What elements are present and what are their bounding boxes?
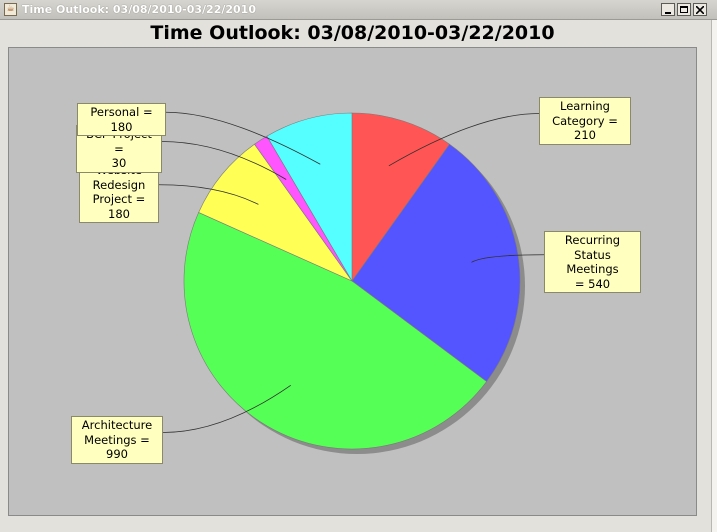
slice-label-personal: Personal = 180 — [77, 103, 166, 136]
slice-label-line: Status Meetings — [566, 247, 619, 277]
slice-label-line: Personal = 180 — [90, 105, 153, 134]
slice-label-learning-category: Learning Category = 210 — [539, 97, 631, 145]
minimize-button[interactable] — [661, 3, 675, 16]
close-icon — [696, 6, 704, 14]
slice-label-line: Architecture — [81, 418, 153, 432]
pie-slice-personal[interactable] — [266, 112, 353, 283]
chart-title: Time Outlook: 03/08/2010-03/22/2010 — [150, 22, 555, 44]
slice-label-line: Learning — [560, 99, 610, 113]
slice-label-line: Meetings = 990 — [84, 432, 150, 462]
leader-line-learning-category — [388, 113, 540, 167]
java-cup-icon: ☕ — [4, 3, 17, 16]
pie-slice-learning-category[interactable] — [351, 112, 450, 282]
window-right-edge — [711, 20, 717, 532]
slice-label-line: Category = 210 — [552, 113, 618, 143]
slice-label-line: Recurring — [564, 233, 621, 247]
slice-label-architecture-meetings: Architecture Meetings = 990 — [71, 416, 163, 464]
leader-line-personal — [165, 111, 321, 165]
leader-line-architecture-meetings — [162, 384, 291, 433]
leader-line-bcp-project — [161, 141, 287, 180]
slice-label-line: 30 — [111, 156, 127, 170]
pie-slice-architecture-meetings[interactable] — [183, 212, 488, 450]
window-titlebar[interactable]: ☕ Time Outlook: 03/08/2010-03/22/2010 — [0, 0, 717, 20]
close-button[interactable] — [693, 3, 707, 16]
leader-line-recurring-status-meetings — [471, 254, 545, 263]
maximize-button[interactable] — [677, 3, 691, 16]
slice-label-line: = 540 — [574, 276, 611, 291]
slice-label-line: Project = 180 — [92, 192, 146, 221]
window-title: Time Outlook: 03/08/2010-03/22/2010 — [22, 3, 256, 16]
leader-line-website-redesign-project — [158, 184, 259, 205]
slice-label-line: Redesign — [92, 177, 146, 192]
slice-label-recurring-status-meetings: Recurring Status Meetings = 540 — [544, 231, 641, 293]
pie-slice-website-redesign-project[interactable] — [198, 143, 353, 282]
